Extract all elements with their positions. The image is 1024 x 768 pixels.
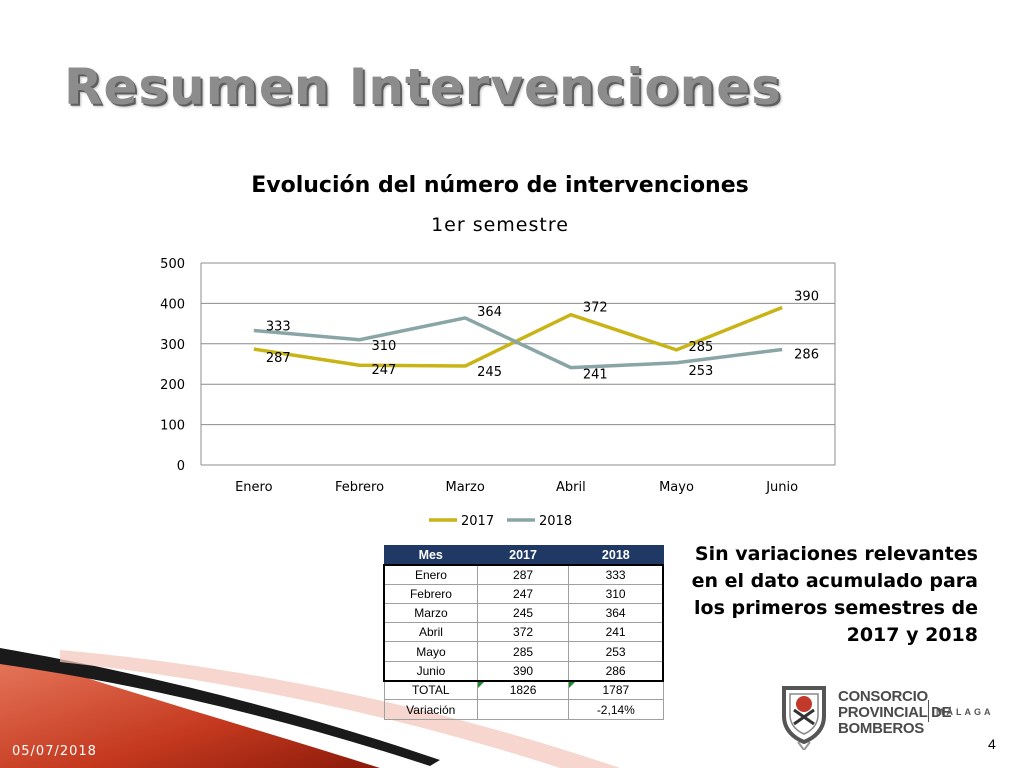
table-row: Febrero 247 310 — [383, 583, 664, 604]
table-cell: Variación — [383, 699, 478, 720]
summary-note: Sin variaciones relevantes en el dato ac… — [691, 543, 978, 646]
table-header-row: Mes 2017 2018 — [383, 544, 664, 566]
table-cell: 372 — [476, 622, 570, 643]
table-cell: 333 — [568, 564, 664, 585]
error-indicator-icon — [569, 681, 576, 688]
page-number: 4 — [988, 736, 996, 752]
consorcio-logo: CONSORCIO PROVINCIAL DE BOMBEROS MÁLAGA — [778, 680, 1003, 750]
table-cell: 247 — [476, 583, 570, 604]
table-cell: 245 — [476, 602, 570, 624]
data-table: Mes 2017 2018 Enero 287 333 Febrero 247 … — [383, 544, 664, 720]
table-cell: 285 — [476, 641, 570, 662]
table-header-cell: 2018 — [568, 544, 664, 566]
table-cell — [476, 699, 570, 720]
error-indicator-icon — [477, 681, 484, 688]
table-cell: Junio — [383, 660, 478, 682]
chart-title: Evolución del número de intervenciones — [251, 173, 749, 198]
chart-subtitle: 1er semestre — [431, 214, 569, 236]
table-cell: Enero — [383, 564, 478, 585]
table-cell: 241 — [568, 622, 664, 643]
table-total-row: TOTAL 1826 1787 — [383, 680, 664, 701]
table-header-cell: Mes — [383, 544, 478, 566]
table-cell: TOTAL — [383, 680, 478, 701]
logo-divider — [928, 700, 929, 722]
table-row: Abril 372 241 — [383, 622, 664, 643]
table-cell: 287 — [476, 564, 570, 585]
table-cell: 253 — [568, 641, 664, 662]
logo-text-line: PROVINCIAL DE — [838, 704, 952, 721]
table-cell: 1787 — [568, 680, 664, 701]
table-cell: 390 — [476, 660, 570, 682]
table-row: Marzo 245 364 — [383, 602, 664, 624]
logo-text-line: CONSORCIO — [838, 688, 928, 705]
slide-title: Resumen Intervenciones — [64, 58, 782, 116]
logo-city: MÁLAGA — [936, 707, 994, 717]
table-header-cell: 2017 — [476, 544, 570, 566]
table-row: Junio 390 286 — [383, 660, 664, 682]
table-row: Mayo 285 253 — [383, 641, 664, 662]
table-row: Enero 287 333 — [383, 564, 664, 585]
logo-text-line: BOMBEROS — [838, 720, 924, 737]
table-variation-row: Variación -2,14% — [383, 699, 664, 720]
table-cell: -2,14% — [568, 699, 664, 720]
table-cell: 364 — [568, 602, 664, 624]
footer-date: 05/07/2018 — [12, 744, 97, 759]
firefighter-helmet-icon — [782, 686, 826, 750]
table-cell: Marzo — [383, 602, 478, 624]
table-cell: 1826 — [476, 680, 570, 701]
table-cell: Abril — [383, 622, 478, 643]
table-cell: Febrero — [383, 583, 478, 604]
table-cell: Mayo — [383, 641, 478, 662]
table-cell: 310 — [568, 583, 664, 604]
table-cell: 286 — [568, 660, 664, 682]
